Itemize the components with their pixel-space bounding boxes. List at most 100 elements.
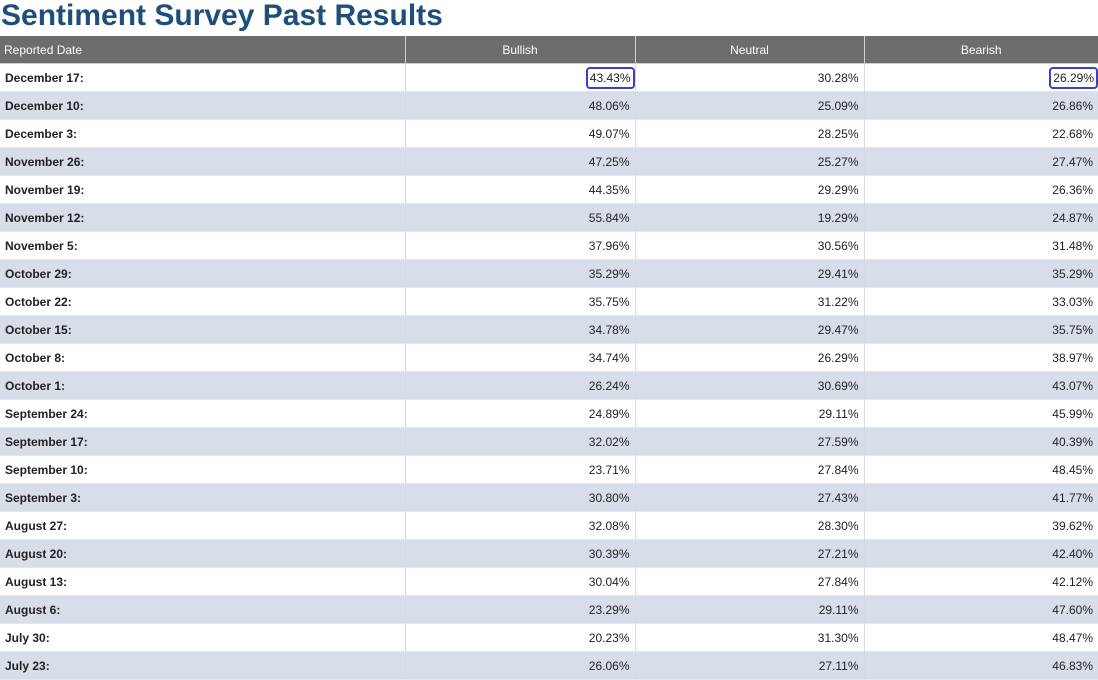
reported-date-cell: November 12: [0, 203, 406, 232]
table-row: October 22: 35.75% 31.22% 33.03% [0, 287, 1098, 316]
bullish-cell: 20.23% [405, 623, 636, 652]
neutral-cell: 29.47% [635, 315, 865, 344]
bearish-cell: 45.99% [864, 399, 1098, 428]
neutral-cell: 29.11% [635, 595, 865, 624]
bullish-cell: 23.29% [405, 595, 636, 624]
neutral-cell: 30.56% [635, 231, 865, 260]
bullish-cell: 24.89% [405, 399, 636, 428]
table-row: July 23: 26.06% 27.11% 46.83% [0, 651, 1098, 680]
bearish-cell: 38.97% [864, 343, 1098, 372]
table-row: August 27: 32.08% 28.30% 39.62% [0, 511, 1098, 540]
bearish-cell: 43.07% [864, 371, 1098, 400]
bullish-cell: 35.75% [405, 287, 636, 316]
reported-date-cell: October 22: [0, 287, 406, 316]
bullish-cell: 34.74% [405, 343, 636, 372]
bullish-cell: 32.02% [405, 427, 636, 456]
bearish-cell: 46.83% [864, 651, 1098, 680]
bullish-cell: 34.78% [405, 315, 636, 344]
table-row: July 30: 20.23% 31.30% 48.47% [0, 623, 1098, 652]
bullish-cell: 30.80% [405, 483, 636, 512]
neutral-cell: 29.29% [635, 175, 865, 204]
table-row: December 3: 49.07% 28.25% 22.68% [0, 119, 1098, 148]
bearish-cell: 22.68% [864, 119, 1098, 148]
neutral-cell: 28.25% [635, 119, 865, 148]
reported-date-cell: October 8: [0, 343, 406, 372]
bullish-cell: 47.25% [405, 147, 636, 176]
page-title: Sentiment Survey Past Results [1, 0, 443, 32]
neutral-cell: 27.84% [635, 567, 865, 596]
neutral-cell: 27.43% [635, 483, 865, 512]
table-row: September 17: 32.02% 27.59% 40.39% [0, 427, 1098, 456]
bullish-cell: 35.29% [405, 259, 636, 288]
neutral-cell: 31.22% [635, 287, 865, 316]
bearish-cell: 24.87% [864, 203, 1098, 232]
bearish-cell: 47.60% [864, 595, 1098, 624]
neutral-cell: 25.27% [635, 147, 865, 176]
neutral-cell: 27.84% [635, 455, 865, 484]
table-row: September 24: 24.89% 29.11% 45.99% [0, 399, 1098, 428]
bearish-cell: 42.12% [864, 567, 1098, 596]
bearish-cell: 42.40% [864, 539, 1098, 568]
bullish-cell: 43.43% [405, 63, 636, 92]
table-row: October 1: 26.24% 30.69% 43.07% [0, 371, 1098, 400]
table-row: August 6: 23.29% 29.11% 47.60% [0, 595, 1098, 624]
reported-date-cell: July 23: [0, 651, 406, 680]
bearish-cell: 35.29% [864, 259, 1098, 288]
bullish-cell: 49.07% [405, 119, 636, 148]
reported-date-cell: September 24: [0, 399, 406, 428]
table-row: August 13: 30.04% 27.84% 42.12% [0, 567, 1098, 596]
neutral-cell: 29.41% [635, 259, 865, 288]
reported-date-cell: November 5: [0, 231, 406, 260]
table-row: December 17: 43.43% 30.28% 26.29% [0, 63, 1098, 92]
neutral-cell: 30.28% [635, 63, 865, 92]
table-row: November 5: 37.96% 30.56% 31.48% [0, 231, 1098, 260]
table-row: November 26: 47.25% 25.27% 27.47% [0, 147, 1098, 176]
reported-date-cell: September 3: [0, 483, 406, 512]
bullish-cell: 30.39% [405, 539, 636, 568]
neutral-cell: 26.29% [635, 343, 865, 372]
bearish-cell: 40.39% [864, 427, 1098, 456]
bearish-cell: 33.03% [864, 287, 1098, 316]
table-row: September 10: 23.71% 27.84% 48.45% [0, 455, 1098, 484]
bullish-cell: 55.84% [405, 203, 636, 232]
bearish-cell: 27.47% [864, 147, 1098, 176]
table-row: September 3: 30.80% 27.43% 41.77% [0, 483, 1098, 512]
table-row: December 10: 48.06% 25.09% 26.86% [0, 91, 1098, 120]
neutral-cell: 27.21% [635, 539, 865, 568]
bullish-cell: 23.71% [405, 455, 636, 484]
table-row: October 8: 34.74% 26.29% 38.97% [0, 343, 1098, 372]
bearish-cell: 48.47% [864, 623, 1098, 652]
reported-date-cell: July 30: [0, 623, 406, 652]
reported-date-cell: October 1: [0, 371, 406, 400]
bearish-cell: 31.48% [864, 231, 1098, 260]
table-header-row: Reported Date Bullish Neutral Bearish [0, 36, 1098, 64]
reported-date-cell: October 29: [0, 259, 406, 288]
column-header-bearish: Bearish [864, 36, 1098, 64]
table-row: October 15: 34.78% 29.47% 35.75% [0, 315, 1098, 344]
bearish-cell: 39.62% [864, 511, 1098, 540]
reported-date-cell: August 13: [0, 567, 406, 596]
bearish-cell: 26.86% [864, 91, 1098, 120]
bearish-cell: 48.45% [864, 455, 1098, 484]
bearish-cell: 35.75% [864, 315, 1098, 344]
bearish-cell: 41.77% [864, 483, 1098, 512]
highlighted-value: 26.29% [1049, 66, 1098, 89]
neutral-cell: 27.11% [635, 651, 865, 680]
bullish-cell: 26.06% [405, 651, 636, 680]
reported-date-cell: August 20: [0, 539, 406, 568]
reported-date-cell: November 26: [0, 147, 406, 176]
reported-date-cell: August 27: [0, 511, 406, 540]
reported-date-cell: December 17: [0, 63, 406, 92]
neutral-cell: 27.59% [635, 427, 865, 456]
neutral-cell: 29.11% [635, 399, 865, 428]
bearish-cell: 26.29% [864, 63, 1098, 92]
neutral-cell: 31.30% [635, 623, 865, 652]
table-row: November 12: 55.84% 19.29% 24.87% [0, 203, 1098, 232]
reported-date-cell: September 10: [0, 455, 406, 484]
sentiment-results-table: Reported Date Bullish Neutral Bearish De… [0, 36, 1098, 680]
neutral-cell: 25.09% [635, 91, 865, 120]
reported-date-cell: September 17: [0, 427, 406, 456]
table-row: November 19: 44.35% 29.29% 26.36% [0, 175, 1098, 204]
table-row: October 29: 35.29% 29.41% 35.29% [0, 259, 1098, 288]
column-header-neutral: Neutral [635, 36, 865, 64]
